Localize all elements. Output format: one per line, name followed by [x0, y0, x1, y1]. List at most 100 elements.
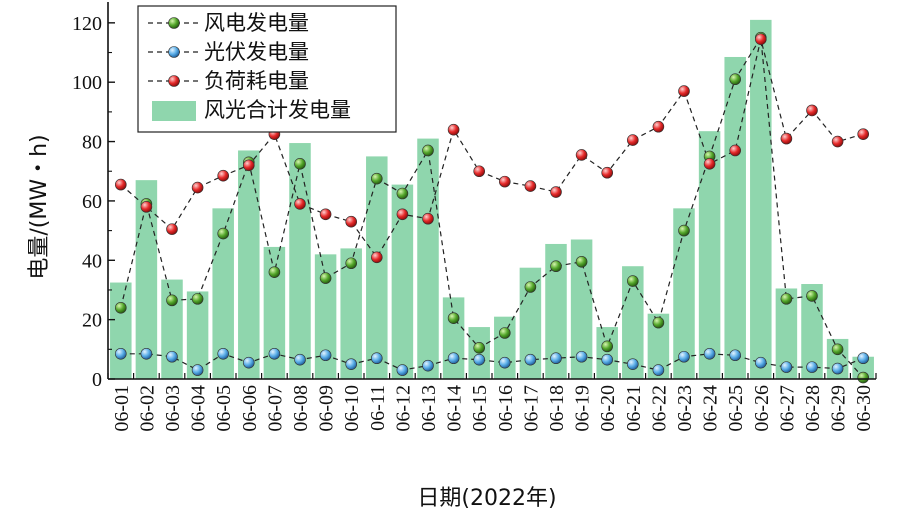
legend-label-solar: 光伏发电量 [204, 40, 309, 64]
point-solar-06-11 [370, 352, 383, 365]
point-wind-06-23 [678, 224, 690, 237]
x-tick-label: 06-06 [239, 385, 261, 432]
point-wind-06-17 [524, 281, 537, 293]
point-load-06-15 [473, 165, 486, 178]
x-tick-label: 06-29 [828, 385, 850, 432]
x-tick-label: 06-02 [136, 385, 158, 432]
bar-total-06-25 [724, 56, 746, 380]
point-load-06-12 [396, 208, 409, 221]
point-load-06-17 [524, 180, 537, 192]
bar-total-06-02 [135, 180, 158, 379]
bar-total-06-08 [289, 143, 311, 379]
x-tick-label: 06-14 [444, 385, 466, 432]
legend-marker-load [168, 75, 180, 87]
point-wind-06-01 [115, 301, 127, 314]
point-solar-06-26 [754, 356, 767, 369]
legend-swatch-total [152, 101, 196, 121]
x-tick-label: 06-11 [367, 385, 389, 431]
point-wind-06-09 [319, 272, 332, 284]
y-tick-label: 40 [82, 250, 102, 272]
legend-label-load: 负荷耗电量 [204, 69, 309, 93]
point-load-06-02 [140, 201, 153, 213]
x-tick-label: 06-15 [469, 385, 491, 432]
point-load-06-11 [370, 251, 383, 264]
point-wind-06-18 [550, 260, 562, 273]
point-load-06-20 [601, 166, 614, 179]
x-tick-label: 06-23 [674, 385, 696, 432]
point-solar-06-25 [729, 349, 742, 362]
point-load-06-25 [729, 144, 742, 157]
bar-total-06-19 [570, 239, 593, 379]
bar-total-06-26 [750, 19, 772, 379]
point-load-06-04 [191, 181, 204, 194]
x-tick-label: 06-26 [751, 385, 773, 432]
bar-total-06-07 [263, 246, 286, 379]
point-wind-06-28 [806, 290, 818, 302]
point-load-06-03 [166, 223, 178, 235]
x-tick-label: 06-16 [495, 385, 517, 432]
x-tick-label: 06-19 [572, 385, 594, 432]
y-tick-label: 0 [92, 369, 102, 391]
point-solar-06-30 [857, 352, 870, 365]
x-tick-label: 06-08 [290, 385, 312, 432]
x-tick-label: 06-01 [111, 385, 133, 432]
point-load-06-27 [780, 132, 793, 145]
point-wind-06-29 [831, 343, 844, 356]
point-solar-06-09 [319, 349, 332, 362]
bar-total-06-05 [212, 208, 234, 379]
x-tick-label: 06-25 [725, 385, 747, 432]
point-load-06-28 [806, 104, 818, 117]
bar-total-06-18 [545, 243, 567, 379]
point-solar-06-13 [422, 359, 434, 372]
point-solar-06-27 [780, 361, 793, 373]
point-load-06-30 [857, 128, 870, 140]
legend-marker-wind [168, 17, 180, 29]
point-wind-06-20 [601, 340, 614, 353]
legend-marker-solar [168, 46, 180, 58]
point-load-06-16 [498, 175, 511, 188]
point-wind-06-15 [473, 342, 486, 354]
point-wind-06-14 [447, 312, 460, 324]
line-wind [120, 35, 864, 378]
point-wind-06-10 [345, 257, 358, 270]
x-axis-title: 日期(2022年) [417, 486, 556, 511]
point-wind-06-12 [396, 187, 409, 200]
point-wind-06-21 [626, 275, 639, 287]
x-tick-label: 06-13 [418, 385, 440, 432]
x-tick-label: 06-22 [648, 385, 670, 432]
point-load-06-22 [652, 120, 665, 133]
bar-total-06-20 [596, 327, 618, 379]
point-wind-06-16 [498, 327, 511, 339]
x-tick-label: 06-03 [162, 385, 184, 432]
point-load-06-06 [243, 159, 255, 172]
point-solar-06-17 [524, 353, 537, 366]
y-tick-label: 120 [72, 13, 102, 35]
point-solar-06-01 [115, 347, 127, 360]
point-solar-06-20 [601, 353, 614, 366]
x-tick-label: 06-09 [316, 385, 338, 432]
point-solar-06-18 [550, 352, 562, 365]
bar-total-06-30 [852, 356, 874, 379]
x-tick-label: 06-27 [776, 385, 798, 432]
x-tick-label: 06-05 [213, 385, 235, 432]
point-load-06-13 [422, 212, 434, 225]
point-wind-06-08 [294, 158, 306, 170]
point-load-06-10 [345, 215, 358, 228]
point-wind-06-05 [217, 227, 229, 240]
bar-total-06-27 [775, 288, 798, 379]
point-wind-06-03 [166, 294, 178, 307]
point-wind-06-25 [729, 73, 742, 86]
bar-total-06-24 [698, 131, 721, 379]
point-solar-06-04 [191, 364, 204, 376]
axes-layer: 0 20 40 60 80 100 120 06-01 06-02 06-03 06-04 06-05… [72, 2, 877, 432]
point-load-06-24 [703, 158, 716, 170]
line-load [120, 39, 864, 259]
point-solar-06-29 [831, 362, 844, 375]
x-tick-label: 06-12 [392, 385, 414, 432]
legend-label-wind: 风电发电量 [204, 11, 309, 35]
x-tick-label: 06-30 [853, 385, 875, 432]
y-tick-label: 100 [72, 72, 102, 94]
y-tick-label: 80 [82, 132, 102, 154]
